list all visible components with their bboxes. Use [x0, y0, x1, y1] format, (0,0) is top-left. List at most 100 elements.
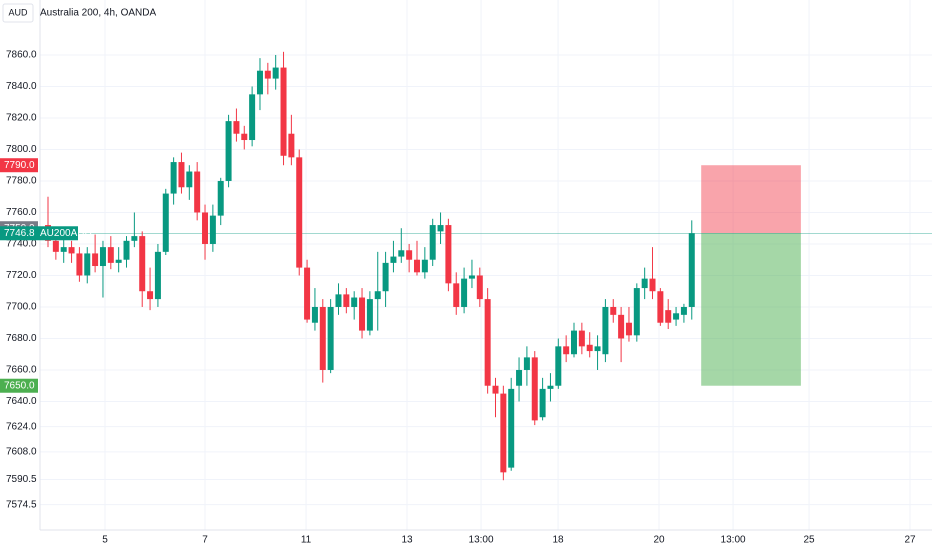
y-tick-label: 7740.0 [6, 239, 37, 250]
candle-body [649, 278, 656, 292]
last-price-tag [0, 226, 78, 241]
candle-body [382, 262, 389, 292]
candle-body [555, 346, 562, 386]
price-tag [0, 378, 38, 393]
price-tag-label: 7650.0 [4, 380, 35, 391]
candle-body [178, 162, 185, 188]
candle-body [539, 388, 546, 418]
candle-body [327, 306, 334, 370]
candle-body [147, 291, 154, 300]
candle-body [516, 369, 523, 386]
x-tick-label: 25 [803, 535, 815, 546]
y-tick-label: 7780.0 [6, 176, 37, 187]
candle-body [390, 256, 397, 263]
candle-body [547, 385, 554, 389]
x-tick-label: 11 [301, 535, 312, 546]
y-tick-label: 7640.0 [6, 396, 37, 407]
candle-body [437, 225, 444, 232]
candle-body [256, 70, 263, 95]
y-tick-label: 7608.0 [6, 447, 37, 458]
y-tick-label: 7590.5 [6, 474, 37, 485]
candle-body [461, 278, 468, 307]
candle-body [241, 133, 248, 141]
candle-body [92, 253, 99, 267]
candle-body [665, 310, 672, 323]
candle-body [413, 259, 420, 273]
candle-body [492, 385, 499, 394]
candle-body [618, 314, 625, 339]
candle-body [602, 306, 609, 355]
candle-body [610, 306, 617, 315]
candle-body [233, 121, 240, 134]
y-tick-label: 7660.0 [6, 365, 37, 376]
x-tick-label: 18 [553, 535, 565, 546]
candle-body [139, 236, 146, 292]
y-tick-label: 7860.0 [6, 50, 37, 61]
currency-box [2, 3, 34, 23]
candle-body [225, 121, 232, 181]
x-tick-label: 27 [904, 535, 916, 546]
candle-body [311, 306, 318, 323]
candle-body [84, 253, 91, 276]
candle-body [657, 291, 664, 323]
candle-body [194, 171, 201, 213]
candle-body [500, 393, 507, 473]
candle-body [641, 278, 648, 289]
candle-body [680, 306, 687, 315]
candle-body [484, 299, 491, 386]
candle-body [60, 247, 67, 252]
candle-body [468, 275, 475, 279]
candle-body [366, 299, 373, 331]
last-price-label: 7746.8 [4, 228, 35, 239]
candle-body [351, 297, 358, 307]
candle-body [673, 313, 680, 320]
price-tag-label: 7790.0 [4, 160, 35, 171]
candle-body [319, 306, 326, 370]
candle-body [633, 288, 640, 336]
candle-body [264, 70, 271, 79]
candle-body [421, 259, 428, 273]
y-tick-label: 7680.0 [6, 333, 37, 344]
y-tick-label: 7700.0 [6, 302, 37, 313]
candle-body [52, 240, 59, 252]
candle-body [249, 94, 256, 141]
candle-body [374, 291, 381, 300]
x-tick-label: 5 [102, 535, 108, 546]
candle-body [170, 162, 177, 194]
x-tick-label: 13:00 [469, 535, 494, 546]
candle-body [131, 236, 138, 241]
y-tick-label: 7800.0 [6, 144, 37, 155]
candle-body [476, 275, 483, 300]
candle-body [429, 225, 436, 260]
candle-body [202, 212, 209, 244]
candle-body [76, 253, 83, 276]
y-tick-label: 7760.0 [6, 207, 37, 218]
candle-body [209, 215, 216, 244]
candle-body [398, 250, 405, 257]
chart-title: Australia 200, 4h, OANDA [40, 8, 156, 19]
candle-body [154, 251, 161, 300]
candle-body [288, 133, 295, 158]
candle-body [586, 344, 593, 352]
candle-body [571, 330, 578, 355]
currency: AUD [8, 7, 28, 17]
price-scale [0, 0, 40, 550]
stop-zone [701, 165, 801, 234]
candle-body [296, 157, 303, 268]
x-tick-label: 13:00 [721, 535, 746, 546]
candle-body [625, 322, 632, 336]
price-tag [0, 158, 38, 173]
candle-body [406, 250, 413, 260]
candle-body [115, 259, 122, 263]
candle-body [335, 294, 342, 307]
x-tick-label: 7 [202, 535, 208, 546]
candle-body [99, 247, 106, 267]
y-tick-label: 7820.0 [6, 113, 37, 124]
candle-body [304, 267, 311, 320]
candle-body [186, 171, 193, 188]
symbol-label: AU200AUD [40, 228, 92, 239]
x-tick-label: 13 [401, 535, 413, 546]
candle-body [453, 283, 460, 307]
candle-body [107, 247, 114, 263]
